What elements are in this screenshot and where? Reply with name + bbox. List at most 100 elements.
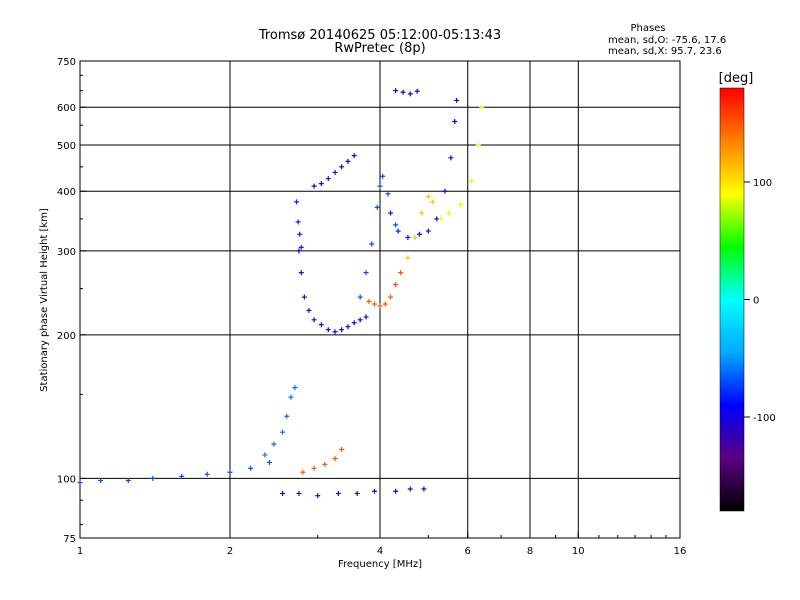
data-point [416,231,422,237]
data-point [294,199,300,205]
colorbar-tick-label: 100 [753,178,772,189]
data-point [351,320,357,326]
data-point [335,490,341,496]
y-tick-label: 500 [57,141,76,152]
data-point [288,394,294,400]
data-point [339,446,345,452]
data-point [475,142,481,148]
data-point [363,314,369,320]
data-point [332,456,338,462]
data-point [311,465,317,471]
data-point [300,469,306,475]
data-point [179,473,185,479]
data-point [419,210,425,216]
data-point [393,488,399,494]
colorbar-label: [deg] [719,71,754,86]
x-tick-label: 16 [674,546,687,557]
data-point [125,477,131,483]
data-point [372,488,378,494]
data-point [325,176,331,182]
phases-heading: Phases [630,23,665,34]
colorbar-tick-label: -100 [753,413,776,424]
data-point [438,216,444,222]
data-point [339,327,345,333]
data-point [325,327,331,333]
data-point [266,459,272,465]
data-point [407,486,413,492]
data-point [400,89,406,95]
data-point [284,413,290,419]
data-point [280,429,286,435]
data-point [204,471,210,477]
data-point [292,385,298,391]
data-point [77,480,83,486]
data-point [457,202,463,208]
data-point [380,173,386,179]
data-point [354,490,360,496]
y-tick-label: 200 [57,331,76,342]
data-point [318,322,324,328]
data-point [395,228,401,234]
data-point [372,301,378,307]
data-point [393,281,399,287]
data-point [262,452,268,458]
data-point [363,270,369,276]
data-point [407,91,413,97]
y-tick-label: 75 [63,534,76,545]
data-point [388,210,394,216]
data-point [398,270,404,276]
data-point [248,465,254,471]
data-point [351,153,357,159]
colorbar-gradient [719,87,745,512]
phases-o-line: mean, sd,O: -75.6, 17.6 [608,35,726,46]
y-tick-label: 300 [57,247,76,258]
data-point [405,255,411,261]
data-point [448,155,454,161]
data-point [311,183,317,189]
colorbar-tick-label: 0 [753,296,759,307]
data-point [454,97,460,103]
phase-colorbar: [deg] 100 0 -100 [719,71,776,512]
data-point [345,158,351,164]
phases-x-line: mean, sd,X: 95.7, 23.6 [608,46,722,57]
data-point [339,164,345,170]
y-axis: 75 100 200 300 400 500 600 750 [57,57,86,545]
data-point [332,169,338,175]
data-point [227,469,233,475]
data-point [393,88,399,94]
y-tick-label: 750 [57,57,76,68]
y-tick-label: 600 [57,103,76,114]
data-point [357,317,363,323]
data-point [318,181,324,187]
data-point [98,477,104,483]
data-point [298,270,304,276]
data-point [414,88,420,94]
data-point [374,204,380,210]
data-point [311,317,317,323]
data-point [298,244,304,250]
x-tick-label: 4 [377,546,383,557]
x-axis-label: Frequency [MHz] [338,559,422,570]
data-point [425,228,431,234]
data-point [332,329,338,335]
x-axis: 1 2 4 6 8 10 16 [77,532,687,557]
data-point [150,475,156,481]
data-point [393,222,399,228]
plot-area [77,60,681,539]
data-point [421,486,427,492]
data-point [306,307,312,313]
x-tick-label: 10 [572,546,585,557]
y-axis-label: Stationary phase Virtual Height [km] [39,208,50,392]
data-point [425,193,431,199]
data-point [377,303,383,309]
y-tick-label: 400 [57,187,76,198]
data-point [382,301,388,307]
data-point [271,441,277,447]
data-point [280,490,286,496]
data-point [446,210,452,216]
data-point [296,248,302,254]
data-point [452,119,458,125]
data-point [322,461,328,467]
data-point [315,493,321,499]
